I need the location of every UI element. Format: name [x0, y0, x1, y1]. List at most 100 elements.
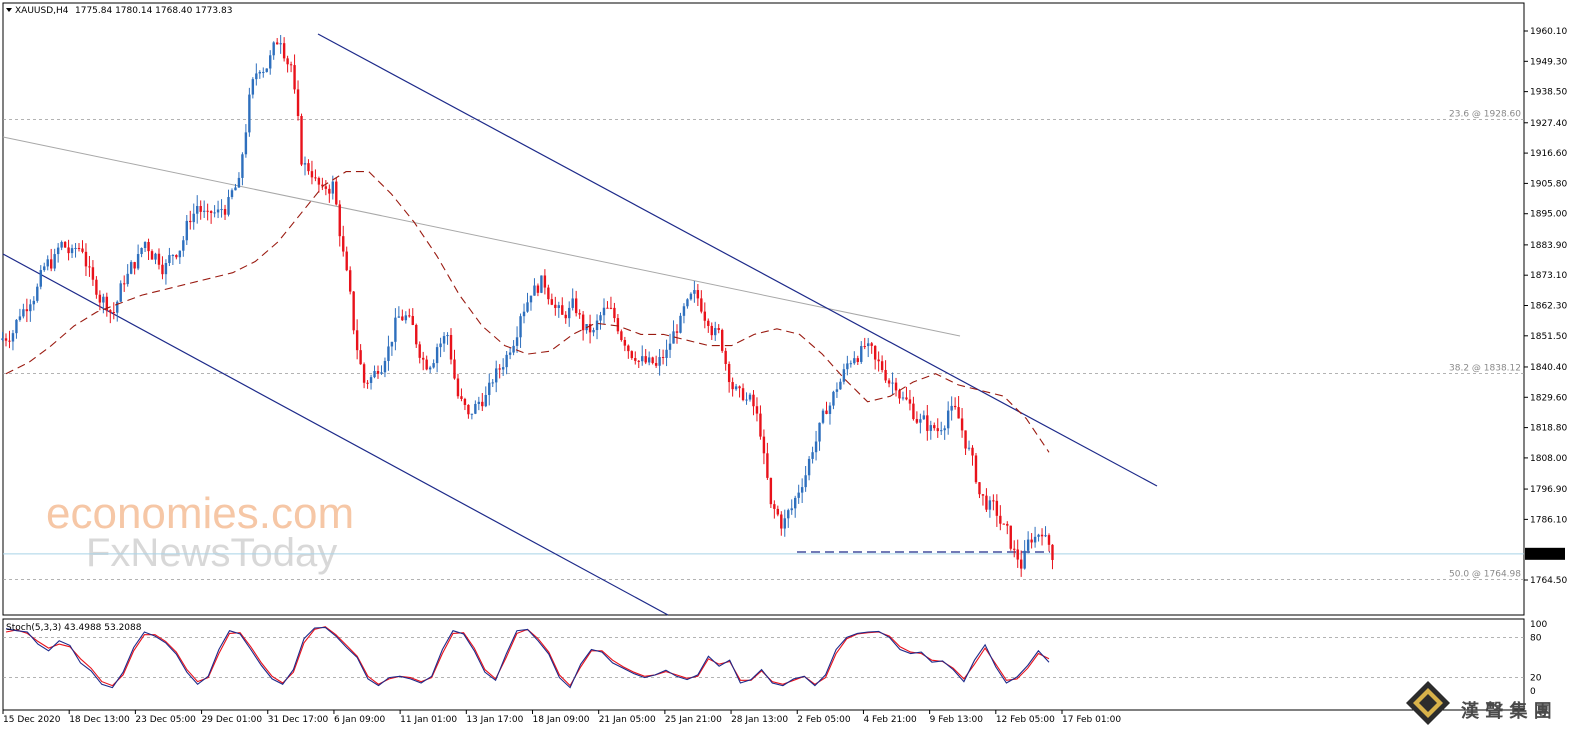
price-axis-label: 1960.10: [1530, 27, 1567, 37]
watermark-line1: economies.com: [46, 489, 354, 538]
main-plot-frame: [2, 2, 1525, 616]
candle-body: [1023, 550, 1026, 569]
candle-body: [654, 363, 658, 366]
candle-body: [922, 415, 926, 420]
candle-body: [36, 286, 39, 301]
candle-body: [769, 477, 773, 505]
candle-body: [620, 331, 623, 341]
candle-body: [279, 43, 282, 45]
candle-body: [185, 220, 188, 241]
candle-body: [376, 370, 380, 374]
brand-text: 漢 聲 集 團: [1461, 700, 1552, 722]
candle-body: [727, 364, 731, 383]
price-axis-label: 1796.90: [1530, 485, 1567, 495]
candle-body: [390, 341, 394, 347]
watermark-line2: FxNewsToday: [86, 531, 337, 575]
time-axis-label: 18 Jan 09:00: [533, 715, 590, 725]
candle-body: [613, 307, 616, 319]
candle-body: [682, 306, 686, 316]
candle-body: [202, 210, 206, 212]
candle-body: [832, 391, 835, 406]
candle-body: [449, 335, 453, 360]
candle-body: [411, 316, 414, 325]
candle-body: [1019, 559, 1023, 569]
candle-body: [745, 399, 748, 401]
candle-body: [1002, 523, 1006, 525]
candle-body: [929, 425, 932, 431]
candle-body: [616, 318, 620, 332]
candle-body: [324, 186, 328, 189]
candle-body: [192, 213, 195, 223]
candle-body: [905, 397, 908, 400]
candle-body: [668, 343, 672, 350]
time-axis-label: 12 Feb 05:00: [996, 715, 1055, 725]
candle-body: [842, 369, 846, 382]
candle-body: [592, 330, 595, 333]
price-axis-label: 1916.60: [1530, 149, 1567, 159]
candle-body: [439, 343, 442, 348]
stoch-plot-frame: [2, 618, 1525, 711]
candle-body: [995, 500, 999, 516]
candle-body: [950, 405, 953, 411]
candle-body: [988, 500, 992, 510]
candle-body: [880, 361, 884, 370]
candle-body: [394, 317, 397, 342]
candle-body: [303, 163, 307, 165]
candle-body: [686, 299, 689, 307]
candle-body: [814, 441, 818, 453]
diamond-logo-icon: [1406, 681, 1450, 725]
time-axis-label: 29 Dec 01:00: [202, 715, 263, 725]
candle-body: [380, 372, 383, 374]
candle-body: [196, 205, 199, 214]
candle-body: [60, 242, 63, 248]
candle-body: [839, 381, 842, 390]
candle-body: [644, 356, 647, 363]
candle-body: [98, 294, 102, 303]
stoch-main-line: [5, 626, 1050, 689]
candle-body: [734, 386, 738, 390]
candle-body: [213, 212, 216, 214]
candle-body: [564, 314, 567, 319]
candle-body: [175, 255, 178, 258]
candle-body: [609, 307, 613, 309]
candle-body: [894, 382, 898, 391]
triangle-down-icon[interactable]: [6, 8, 12, 12]
candle-body: [561, 305, 564, 315]
candle-body: [383, 360, 387, 373]
candle-body: [331, 181, 335, 194]
candle-body: [630, 351, 633, 359]
candle-body: [574, 298, 578, 314]
candle-body: [776, 508, 780, 515]
candle-body: [512, 345, 515, 353]
candle-body: [807, 458, 811, 476]
candle-body: [140, 247, 143, 255]
candle-body: [46, 259, 49, 267]
candle-body: [672, 331, 675, 344]
candle-body: [463, 398, 467, 405]
stoch-axis-label: 20: [1530, 674, 1542, 684]
price-axis-label: 1764.50: [1530, 576, 1567, 586]
candle-body: [293, 65, 296, 90]
candle-body: [53, 254, 56, 269]
candle-body: [359, 350, 362, 365]
candle-body: [641, 356, 644, 362]
candle-body: [4, 338, 8, 341]
chart-ohlc: 1775.84 1780.14 1768.40 1773.83: [75, 6, 232, 16]
candle-body: [470, 413, 474, 415]
candle-body: [946, 410, 950, 429]
candle-body: [835, 389, 839, 392]
chart-symbol: XAUUSD,H4: [15, 6, 69, 16]
candle-body: [828, 405, 832, 414]
candle-body: [282, 43, 286, 59]
candle-body: [818, 422, 821, 442]
price-axis-label: 1840.40: [1530, 363, 1567, 373]
candle-body: [77, 247, 81, 249]
candle-body: [32, 300, 36, 305]
candle-body: [856, 358, 859, 362]
candle-body: [446, 335, 449, 337]
candle-body: [467, 404, 470, 415]
time-axis-label: 25 Jan 21:00: [665, 715, 722, 725]
candle-body: [345, 251, 348, 271]
candle-body: [571, 298, 574, 308]
candle-body: [307, 163, 310, 172]
